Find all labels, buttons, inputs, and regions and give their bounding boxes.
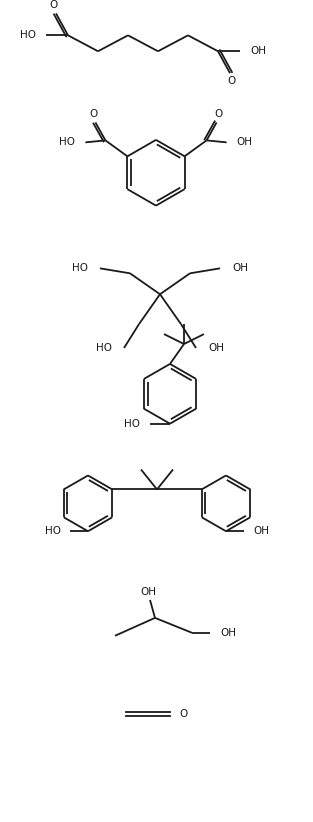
Text: HO: HO [72,263,88,274]
Text: OH: OH [140,587,156,597]
Text: O: O [50,1,58,11]
Text: O: O [228,76,236,86]
Text: OH: OH [250,46,266,56]
Text: O: O [179,709,187,719]
Text: HO: HO [124,418,140,429]
Text: HO: HO [20,30,36,40]
Text: OH: OH [253,526,269,536]
Text: OH: OH [237,137,253,147]
Text: HO: HO [96,343,112,353]
Text: O: O [89,109,98,119]
Text: HO: HO [45,526,61,536]
Text: HO: HO [59,137,75,147]
Text: OH: OH [232,263,248,274]
Text: OH: OH [220,628,236,638]
Text: OH: OH [208,343,224,353]
Text: O: O [214,109,223,119]
